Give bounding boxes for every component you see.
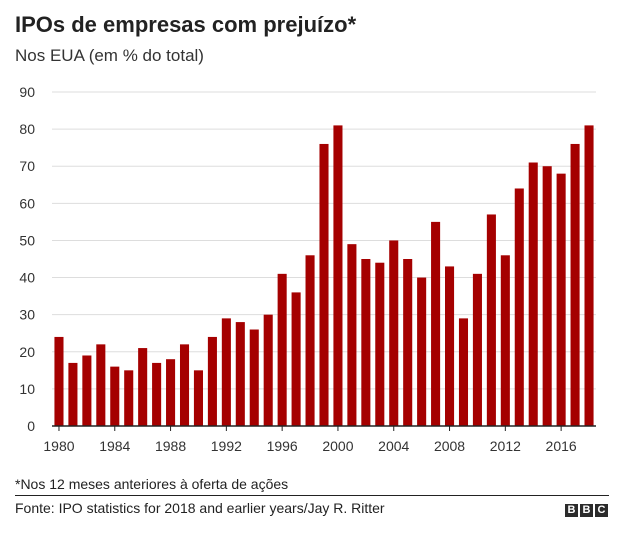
bar-1999 [319,143,329,426]
bars [54,125,594,427]
y-tick-label: 90 [19,84,35,100]
bar-1997 [291,292,301,426]
chart-title: IPOs de empresas com prejuízo* [15,12,357,37]
y-tick-label: 30 [19,307,35,323]
x-tick-label: 1988 [155,438,186,454]
bar-2011 [486,214,496,426]
bbc-logo: B B C [565,504,608,517]
x-tick-label: 2012 [490,438,521,454]
footnote: *Nos 12 meses anteriores à oferta de açõ… [15,476,289,492]
bar-2000 [333,125,343,427]
y-tick-label: 50 [19,232,35,248]
bar-1986 [138,348,148,426]
y-tick-label: 70 [19,158,35,174]
x-tick-label: 2016 [546,438,577,454]
bar-1991 [207,336,217,426]
bar-1992 [221,318,231,426]
bar-1985 [124,370,134,426]
bar-2013 [514,188,524,426]
y-tick-label: 40 [19,270,35,286]
y-tick-label: 60 [19,195,35,211]
x-tick-label: 1984 [99,438,130,454]
bar-2012 [500,255,510,426]
x-tick-label: 1996 [267,438,298,454]
bar-2008 [445,266,455,426]
y-tick-label: 80 [19,121,35,137]
bar-1989 [179,344,190,426]
bar-2015 [542,166,552,426]
chart-subtitle: Nos EUA (em % do total) [15,46,204,65]
bar-1996 [277,273,287,426]
bar-2016 [556,173,566,426]
bar-1983 [96,344,106,426]
bar-1984 [110,366,120,426]
x-tick-label: 2004 [378,438,409,454]
bar-2005 [403,259,413,426]
bar-1980 [54,336,64,426]
bar-2001 [347,244,357,426]
bar-2018 [584,125,594,427]
y-tick-label: 10 [19,381,35,397]
bar-2006 [417,277,427,426]
bar-2014 [528,162,538,426]
x-tick-label: 2000 [322,438,353,454]
bar-1981 [68,362,78,426]
bar-1990 [193,370,203,426]
bar-1998 [305,255,315,426]
bar-1994 [249,329,259,426]
bar-2010 [472,273,482,426]
bar-2009 [458,318,469,426]
bar-1988 [166,359,176,426]
bar-2003 [375,262,385,426]
y-tick-label: 20 [19,344,35,360]
bar-1987 [152,362,162,426]
y-axis-ticks: 0 10 20 30 40 50 60 70 80 90 [19,84,35,434]
bbc-logo-letter: B [580,504,593,517]
footer-divider [15,495,609,496]
bar-1982 [82,355,92,426]
bbc-logo-letter: B [565,504,578,517]
x-axis-ticks: 1980 1984 1988 1992 1996 2000 2004 2008 2012 2016 [43,426,577,454]
x-tick-label: 1992 [211,438,242,454]
bar-chart: 0 10 20 30 40 50 60 70 80 90 1980 1984 1988 1992 1996… [19,84,596,454]
y-tick-label: 0 [27,418,35,434]
bar-1993 [235,322,245,426]
bar-2017 [570,143,580,426]
x-tick-label: 1980 [43,438,74,454]
bar-2002 [361,259,371,426]
source-note: Fonte: IPO statistics for 2018 and earli… [15,500,385,516]
bar-1995 [263,314,273,426]
bar-2004 [389,240,399,426]
bbc-logo-letter: C [595,504,608,517]
bar-2007 [431,221,441,426]
x-tick-label: 2008 [434,438,465,454]
